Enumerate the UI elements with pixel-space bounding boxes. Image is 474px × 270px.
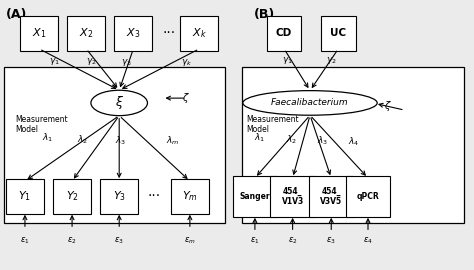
Text: $Y_3$: $Y_3$ xyxy=(113,190,126,203)
FancyBboxPatch shape xyxy=(267,16,301,51)
FancyBboxPatch shape xyxy=(67,16,105,51)
Text: 454_
V3V5: 454_ V3V5 xyxy=(320,187,342,206)
Ellipse shape xyxy=(243,91,377,115)
Text: $\lambda_2$: $\lambda_2$ xyxy=(77,134,88,146)
Text: ···: ··· xyxy=(162,26,175,40)
Text: CD: CD xyxy=(276,28,292,38)
Text: $\varepsilon_3$: $\varepsilon_3$ xyxy=(114,235,124,246)
FancyBboxPatch shape xyxy=(6,179,44,214)
Text: $\lambda_3$: $\lambda_3$ xyxy=(317,135,328,147)
Text: $\gamma_1$: $\gamma_1$ xyxy=(49,56,60,67)
FancyBboxPatch shape xyxy=(242,67,464,223)
FancyBboxPatch shape xyxy=(233,176,277,217)
Text: $\varepsilon_m$: $\varepsilon_m$ xyxy=(184,235,196,246)
Text: Sanger: Sanger xyxy=(239,192,270,201)
Text: $\varepsilon_1$: $\varepsilon_1$ xyxy=(250,235,260,246)
Text: $Y_2$: $Y_2$ xyxy=(65,190,79,203)
Text: Faecalibacterium: Faecalibacterium xyxy=(271,99,349,107)
Text: ···: ··· xyxy=(148,190,161,204)
Text: $X_3$: $X_3$ xyxy=(126,26,140,40)
Text: $\lambda_1$: $\lambda_1$ xyxy=(254,132,265,144)
Text: $\zeta$: $\zeta$ xyxy=(182,91,190,105)
Text: $\zeta$: $\zeta$ xyxy=(384,99,392,113)
Text: $\lambda_2$: $\lambda_2$ xyxy=(286,134,297,146)
FancyBboxPatch shape xyxy=(20,16,58,51)
Text: $\lambda_m$: $\lambda_m$ xyxy=(166,135,179,147)
Text: $X_1$: $X_1$ xyxy=(32,26,46,40)
Text: (B): (B) xyxy=(254,8,275,21)
Text: $\varepsilon_1$: $\varepsilon_1$ xyxy=(20,235,30,246)
Text: qPCR: qPCR xyxy=(356,192,379,201)
Text: Measurement
Model: Measurement Model xyxy=(16,114,68,134)
FancyBboxPatch shape xyxy=(180,16,219,51)
Text: $\gamma_1$: $\gamma_1$ xyxy=(283,55,293,66)
Text: $\gamma_2$: $\gamma_2$ xyxy=(326,55,337,66)
FancyBboxPatch shape xyxy=(100,179,138,214)
Text: $\gamma_3$: $\gamma_3$ xyxy=(121,57,132,68)
Ellipse shape xyxy=(91,90,147,116)
Text: $\lambda_3$: $\lambda_3$ xyxy=(115,134,126,147)
FancyBboxPatch shape xyxy=(53,179,91,214)
Text: $\varepsilon_2$: $\varepsilon_2$ xyxy=(67,235,77,246)
Text: 454_
V1V3: 454_ V1V3 xyxy=(282,187,304,206)
Text: UC: UC xyxy=(330,28,346,38)
FancyBboxPatch shape xyxy=(271,176,315,217)
Text: Measurement
Model: Measurement Model xyxy=(246,114,299,134)
Text: $\varepsilon_4$: $\varepsilon_4$ xyxy=(363,235,373,246)
Text: $\varepsilon_2$: $\varepsilon_2$ xyxy=(288,235,298,246)
FancyBboxPatch shape xyxy=(4,67,225,223)
Text: $Y_m$: $Y_m$ xyxy=(182,190,198,203)
Text: $X_k$: $X_k$ xyxy=(192,26,207,40)
FancyBboxPatch shape xyxy=(321,16,356,51)
Text: $\lambda_4$: $\lambda_4$ xyxy=(348,136,360,148)
Text: $\gamma_k$: $\gamma_k$ xyxy=(181,57,192,68)
FancyBboxPatch shape xyxy=(114,16,153,51)
Text: $\xi$: $\xi$ xyxy=(115,94,124,112)
FancyBboxPatch shape xyxy=(346,176,390,217)
FancyBboxPatch shape xyxy=(171,179,209,214)
Text: $\gamma_2$: $\gamma_2$ xyxy=(86,56,97,67)
Text: $X_2$: $X_2$ xyxy=(79,26,93,40)
FancyBboxPatch shape xyxy=(309,176,354,217)
Text: (A): (A) xyxy=(6,8,27,21)
Text: $\varepsilon_3$: $\varepsilon_3$ xyxy=(326,235,336,246)
Text: $Y_1$: $Y_1$ xyxy=(18,190,31,203)
Text: $\lambda_1$: $\lambda_1$ xyxy=(42,132,53,144)
